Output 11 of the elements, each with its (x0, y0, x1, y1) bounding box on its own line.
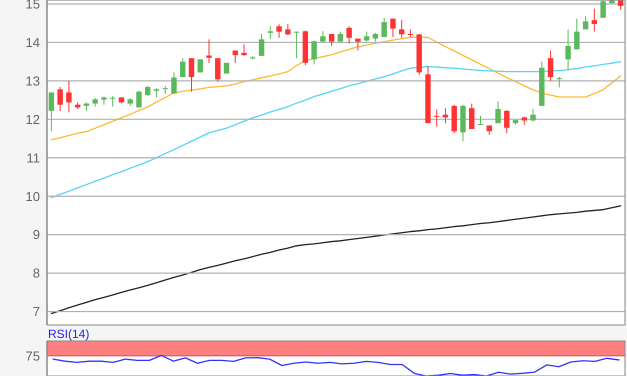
y-tick-label: 7 (32, 304, 40, 320)
y-tick-label: 13 (26, 73, 40, 88)
chart-title: RSI(14) (48, 327, 90, 341)
y-tick-label: 9 (32, 227, 40, 242)
y-tick-label: 11 (26, 150, 40, 166)
y-tick-label: 8 (32, 266, 40, 281)
text: 75 (26, 348, 40, 364)
y-tick-label: 15 (26, 0, 40, 12)
y-tick-label: 14 (26, 34, 40, 50)
y-tick-label: 10 (26, 188, 40, 204)
y-tick-label: 12 (26, 112, 40, 127)
